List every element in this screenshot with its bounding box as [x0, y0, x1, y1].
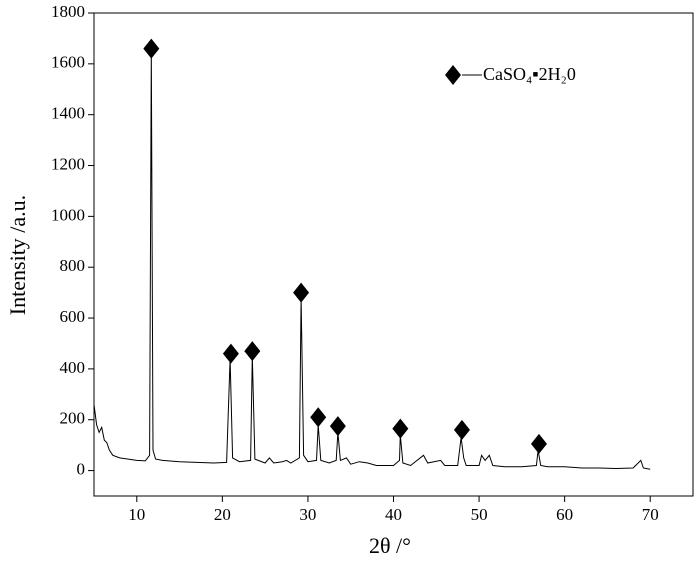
peak-marker [392, 418, 409, 439]
peak-marker [244, 341, 261, 362]
y-tick-label: 1600 [51, 53, 85, 72]
peak-marker [453, 419, 470, 440]
x-tick-label: 40 [385, 505, 402, 524]
legend-label: CaSO₄▪2H₂0 [483, 64, 576, 84]
xrd-line [93, 51, 651, 470]
peak-marker [143, 38, 160, 59]
y-axis-label: Intensity /a.u. [5, 195, 30, 315]
peak-marker [530, 433, 547, 454]
y-tick-label: 600 [60, 307, 86, 326]
y-tick-label: 1800 [51, 2, 85, 21]
peak-marker [293, 282, 310, 303]
x-tick-label: 30 [299, 505, 316, 524]
x-tick-label: 20 [214, 505, 231, 524]
peak-marker [310, 407, 327, 428]
y-tick-label: 200 [60, 409, 86, 428]
plot-frame [93, 12, 694, 497]
x-tick-label: 70 [642, 505, 659, 524]
x-tick-label: 10 [128, 505, 145, 524]
y-tick-label: 800 [60, 256, 86, 275]
x-tick-label: 60 [556, 505, 573, 524]
y-tick-label: 1400 [51, 104, 85, 123]
x-axis-label: 2θ /° [369, 533, 411, 558]
x-tick-label: 50 [471, 505, 488, 524]
y-tick-label: 1000 [51, 205, 85, 224]
y-tick-label: 1200 [51, 154, 85, 173]
legend-marker [445, 65, 461, 85]
peak-marker [329, 416, 346, 437]
y-tick-label: 0 [77, 459, 86, 478]
peak-marker [222, 343, 239, 364]
y-tick-label: 400 [60, 358, 86, 377]
